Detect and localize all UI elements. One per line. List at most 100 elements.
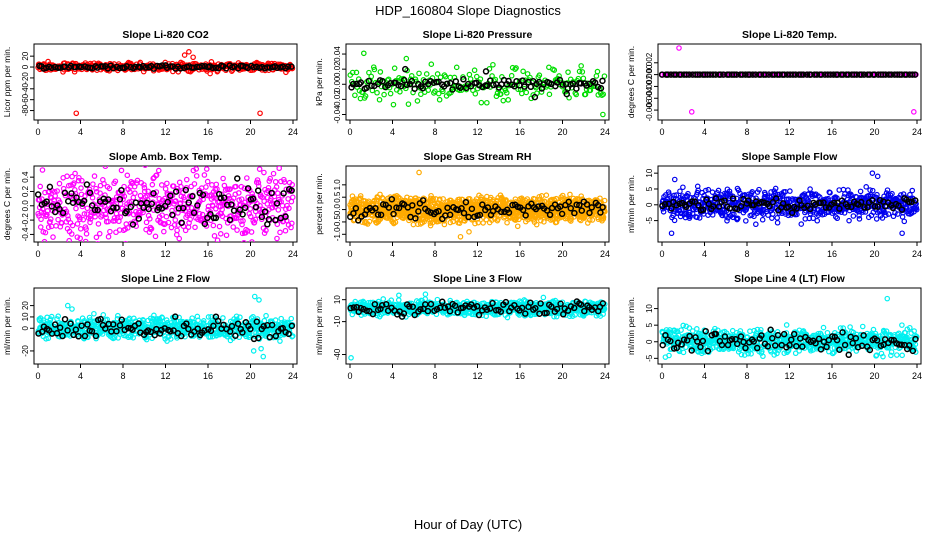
data-point	[562, 201, 569, 209]
data-point	[73, 205, 79, 212]
data-point	[275, 207, 282, 213]
data-point	[472, 90, 479, 97]
data-point	[387, 90, 394, 97]
data-point	[186, 49, 192, 55]
x-tick-label: 12	[784, 127, 794, 137]
y-tick-label: 0	[21, 64, 30, 69]
data-point	[597, 209, 604, 216]
data-point	[142, 64, 149, 71]
data-point	[702, 187, 709, 194]
data-point	[83, 231, 90, 237]
data-point	[471, 213, 478, 221]
data-point	[456, 220, 463, 226]
data-point	[177, 65, 184, 72]
data-point	[411, 85, 418, 92]
data-point	[366, 218, 373, 225]
data-point	[443, 80, 451, 88]
data-point	[593, 73, 600, 79]
data-point	[376, 96, 383, 103]
data-point	[591, 79, 599, 86]
x-tick-label: 4	[78, 371, 83, 381]
data-point	[889, 204, 897, 212]
data-point	[115, 312, 121, 319]
data-point	[247, 213, 254, 220]
figure-title: HDP_160804 Slope Diagnostics	[375, 3, 561, 18]
data-point	[888, 71, 895, 78]
data-point	[715, 203, 723, 210]
data-point	[257, 110, 263, 117]
data-point	[92, 332, 100, 340]
data-point	[533, 221, 540, 228]
data-point	[178, 326, 184, 333]
x-tick-label: 0	[347, 127, 352, 137]
data-point	[490, 61, 496, 68]
data-point	[288, 322, 296, 330]
data-point	[571, 209, 578, 217]
data-point	[37, 224, 44, 230]
data-point	[143, 219, 150, 226]
y-tick-label: -0.04	[333, 105, 342, 124]
data-point	[677, 188, 683, 195]
data-point	[388, 195, 396, 203]
data-point	[660, 208, 667, 215]
data-point	[100, 312, 107, 318]
data-point	[883, 212, 889, 218]
data-point	[479, 201, 486, 208]
data-point	[74, 234, 81, 240]
plot-points	[35, 49, 296, 117]
data-point	[797, 71, 805, 78]
panel-title: Slope Li-820 Temp.	[742, 29, 837, 41]
data-point	[390, 101, 397, 108]
data-point	[112, 178, 119, 185]
data-point	[171, 222, 178, 228]
data-point	[803, 71, 811, 78]
data-point	[377, 69, 384, 75]
plot-points	[347, 291, 608, 361]
panel-title: Slope Gas Stream RH	[424, 151, 532, 163]
data-point	[414, 98, 421, 104]
data-point	[214, 317, 222, 325]
data-point	[688, 109, 695, 115]
data-point	[705, 200, 712, 208]
data-point	[270, 170, 277, 177]
data-point	[89, 194, 96, 201]
data-point	[419, 197, 427, 204]
data-point	[356, 80, 363, 88]
y-tick-label: -5	[645, 217, 654, 225]
data-point	[746, 71, 753, 78]
data-point	[91, 173, 98, 179]
data-point	[879, 71, 887, 78]
data-point	[149, 181, 156, 188]
data-point	[682, 203, 690, 211]
x-tick-label: 8	[432, 371, 437, 381]
data-point	[51, 208, 59, 216]
data-point	[377, 211, 385, 219]
data-point	[288, 63, 295, 70]
data-point	[264, 194, 271, 201]
data-point	[132, 190, 138, 197]
data-point	[505, 97, 512, 103]
data-point	[395, 204, 403, 212]
data-point	[137, 192, 144, 199]
data-point	[148, 225, 155, 232]
data-point	[158, 326, 165, 334]
data-point	[81, 211, 88, 217]
data-point	[241, 185, 248, 192]
data-point	[236, 190, 242, 196]
data-point	[559, 192, 566, 199]
data-point	[898, 192, 904, 198]
data-point	[850, 213, 857, 219]
panel-title: Slope Li-820 CO2	[122, 29, 209, 41]
data-point	[871, 71, 878, 78]
data-point	[77, 226, 84, 232]
data-point	[268, 321, 276, 329]
data-point	[569, 80, 577, 87]
series-all	[35, 49, 296, 117]
x-tick-label: 20	[869, 127, 879, 137]
plot-points	[347, 50, 608, 118]
data-point	[863, 184, 869, 190]
data-point	[116, 322, 124, 329]
data-point	[113, 327, 120, 335]
